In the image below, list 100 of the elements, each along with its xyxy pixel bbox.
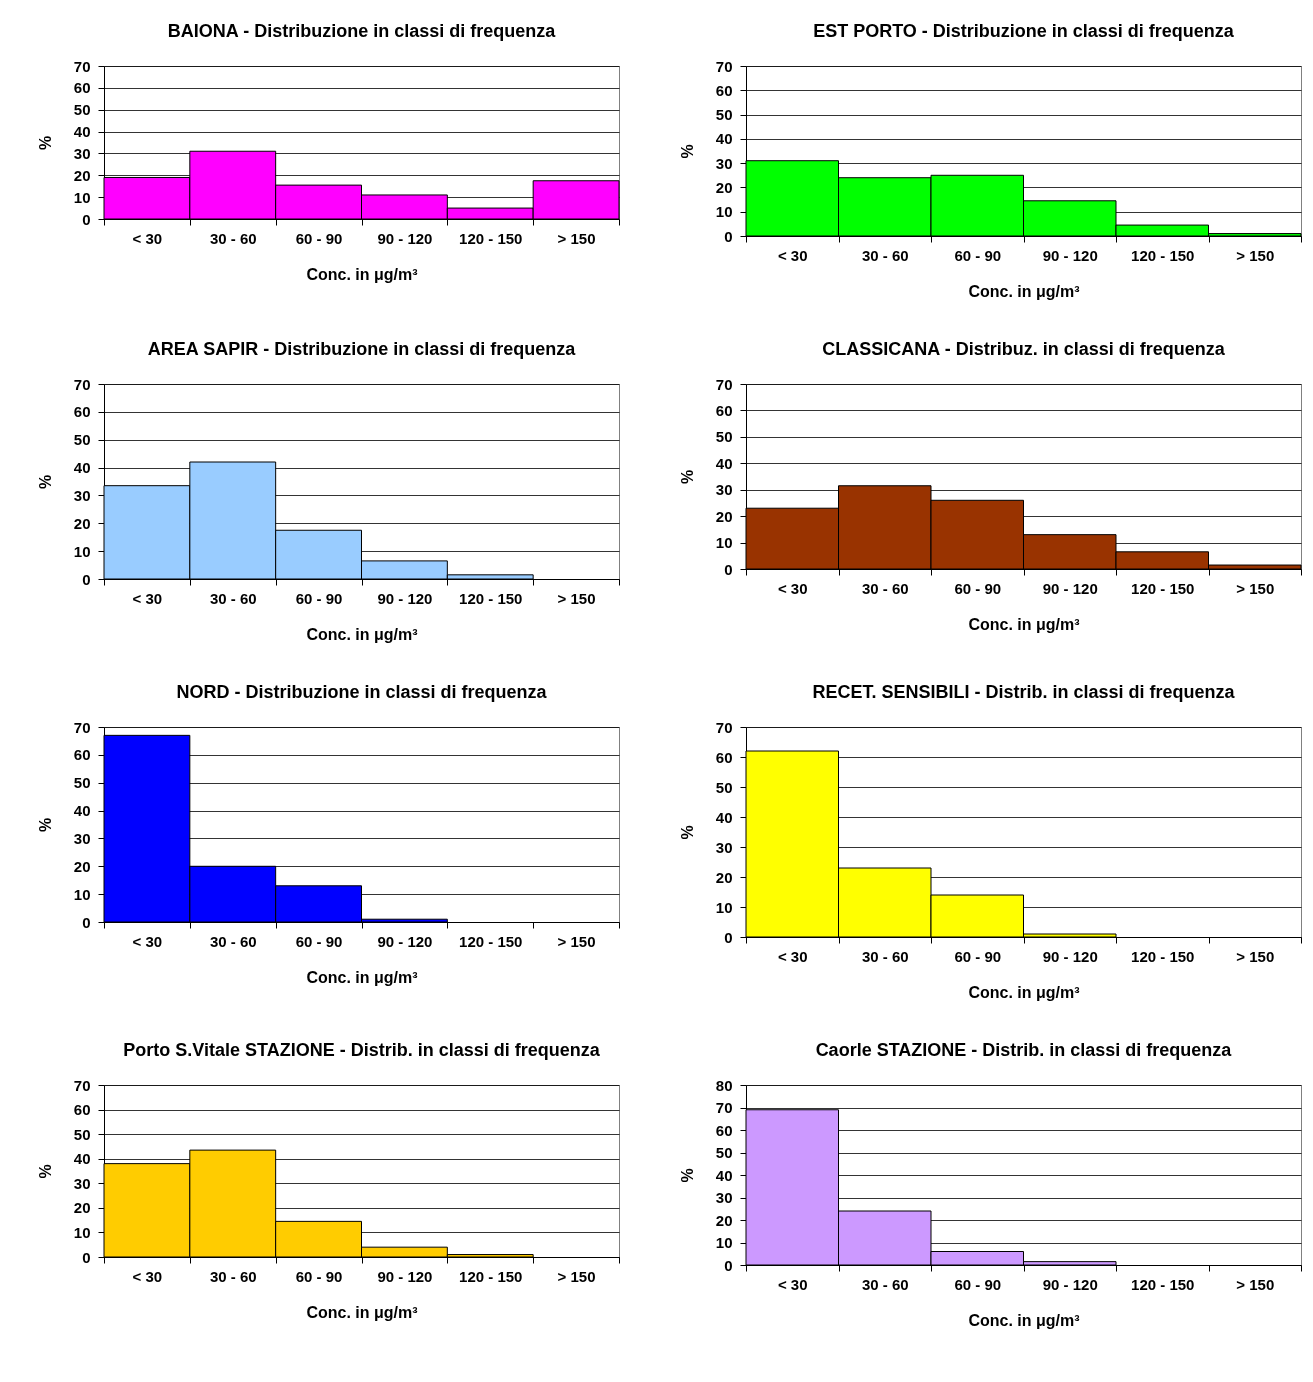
y-tick-label: 70: [73, 57, 91, 75]
y-tick-label: 40: [73, 123, 91, 141]
x-tick-label: 90 - 120: [1042, 579, 1098, 597]
y-tick-label: 20: [715, 178, 733, 196]
x-tick-label: 30 - 60: [209, 932, 257, 950]
x-tick-label: 60 - 90: [295, 229, 343, 247]
x-tick-label: 60 - 90: [295, 932, 343, 950]
x-tick-label: < 30: [777, 947, 808, 965]
x-tick-label: > 150: [557, 229, 596, 247]
y-axis-title: %: [678, 144, 696, 159]
y-tick-label: 0: [82, 570, 91, 588]
y-tick-label: 10: [73, 1223, 91, 1241]
y-tick-label: 20: [73, 1199, 91, 1217]
x-tick-label: 90 - 120: [377, 1267, 433, 1285]
y-tick-label: 20: [73, 857, 91, 875]
x-axis-title: Conc. in μg/m³: [968, 1311, 1080, 1329]
y-axis-title: %: [36, 1164, 54, 1179]
x-tick-label: > 150: [557, 589, 596, 607]
y-tick-label: 70: [715, 375, 733, 393]
x-tick-label: < 30: [777, 1275, 808, 1293]
x-tick-label: 30 - 60: [209, 589, 257, 607]
y-tick-label: 50: [715, 778, 733, 796]
y-tick-label: 30: [715, 1189, 733, 1206]
y-tick-label: 60: [73, 1101, 91, 1119]
y-tick-label: 30: [715, 154, 733, 172]
x-axis-title: Conc. in μg/m³: [968, 282, 1080, 300]
chart-title: BAIONA - Distribuzione in classi di frequenza: [167, 21, 557, 41]
x-axis-title: Conc. in μg/m³: [306, 265, 418, 283]
y-tick-label: 40: [715, 454, 733, 472]
y-tick-label: 50: [73, 1125, 91, 1143]
chart-title: Porto S.Vitale STAZIONE - Distrib. in classi di frequenza: [123, 1040, 601, 1060]
y-tick-label: 60: [715, 1121, 733, 1139]
y-tick-label: 20: [715, 507, 733, 525]
x-tick-label: 120 - 150: [1131, 246, 1195, 264]
y-tick-label: 40: [715, 808, 733, 826]
x-tick-label: > 150: [1236, 246, 1275, 264]
y-tick-label: 70: [73, 1076, 91, 1094]
x-tick-label: 60 - 90: [954, 579, 1002, 597]
x-tick-label: 120 - 150: [459, 932, 523, 950]
y-tick-label: 50: [73, 774, 91, 792]
x-tick-label: 30 - 60: [209, 1267, 257, 1285]
y-tick-label: 50: [715, 106, 733, 124]
y-tick-label: 50: [73, 431, 91, 449]
y-tick-label: 0: [724, 560, 733, 578]
x-tick-label: 120 - 150: [459, 1267, 523, 1285]
y-tick-label: 10: [715, 534, 733, 552]
y-tick-label: 30: [73, 829, 91, 847]
y-tick-label: 60: [715, 81, 733, 99]
x-tick-label: < 30: [132, 229, 163, 247]
y-tick-label: 60: [715, 748, 733, 766]
y-tick-label: 0: [82, 210, 91, 228]
x-tick-label: 90 - 120: [377, 589, 433, 607]
x-tick-label: 30 - 60: [861, 246, 909, 264]
y-tick-label: 70: [73, 718, 91, 736]
y-tick-label: 30: [73, 1174, 91, 1192]
y-tick-label: 10: [715, 1234, 733, 1251]
x-tick-label: 90 - 120: [1042, 246, 1098, 264]
y-tick-label: 40: [73, 802, 91, 820]
x-tick-label: > 150: [1236, 947, 1275, 965]
y-axis-title: %: [36, 474, 54, 490]
chart-title: NORD - Distribuzione in classi di frequenza: [176, 682, 548, 702]
x-tick-label: 30 - 60: [861, 1275, 909, 1293]
y-tick-label: 30: [73, 144, 91, 162]
y-tick-label: 20: [73, 514, 91, 532]
x-tick-label: 90 - 120: [1042, 947, 1098, 965]
y-tick-label: 60: [73, 746, 91, 764]
y-tick-label: 10: [73, 188, 91, 206]
y-tick-label: 70: [715, 57, 733, 75]
y-tick-label: 0: [724, 928, 733, 946]
x-tick-label: 60 - 90: [954, 947, 1002, 965]
x-axis-title: Conc. in μg/m³: [306, 968, 418, 986]
y-tick-label: 20: [715, 868, 733, 886]
y-tick-label: 70: [73, 375, 91, 393]
y-axis-title: %: [678, 1168, 696, 1183]
x-tick-label: 120 - 150: [1131, 947, 1195, 965]
y-tick-label: 30: [715, 481, 733, 499]
chart-title: CLASSICANA - Distribuz. in classi di frequenza: [822, 339, 1226, 359]
y-tick-label: 10: [73, 885, 91, 903]
x-tick-label: 60 - 90: [954, 246, 1002, 264]
y-tick-label: 20: [73, 166, 91, 184]
x-tick-label: > 150: [557, 1267, 596, 1285]
y-tick-label: 70: [715, 718, 733, 736]
chart-title: Caorle STAZIONE - Distrib. in classi di frequenza: [815, 1040, 1233, 1060]
y-tick-label: 0: [724, 227, 733, 245]
y-tick-label: 50: [715, 1144, 733, 1161]
x-tick-label: 30 - 60: [209, 229, 257, 247]
y-tick-label: 10: [715, 898, 733, 916]
x-tick-label: 30 - 60: [861, 947, 909, 965]
y-tick-label: 60: [73, 79, 91, 97]
y-tick-label: 10: [715, 203, 733, 221]
x-axis-title: Conc. in μg/m³: [968, 615, 1080, 633]
y-axis-title: %: [36, 817, 54, 833]
x-tick-label: < 30: [777, 246, 808, 264]
x-tick-label: 90 - 120: [377, 229, 433, 247]
y-tick-label: 40: [715, 1166, 733, 1184]
y-tick-label: 0: [82, 913, 91, 931]
y-axis-title: %: [678, 825, 696, 840]
y-axis-title: %: [36, 135, 54, 151]
x-tick-label: 120 - 150: [459, 229, 523, 247]
chart-title: AREA SAPIR - Distribuzione in classi di frequenza: [147, 339, 577, 359]
